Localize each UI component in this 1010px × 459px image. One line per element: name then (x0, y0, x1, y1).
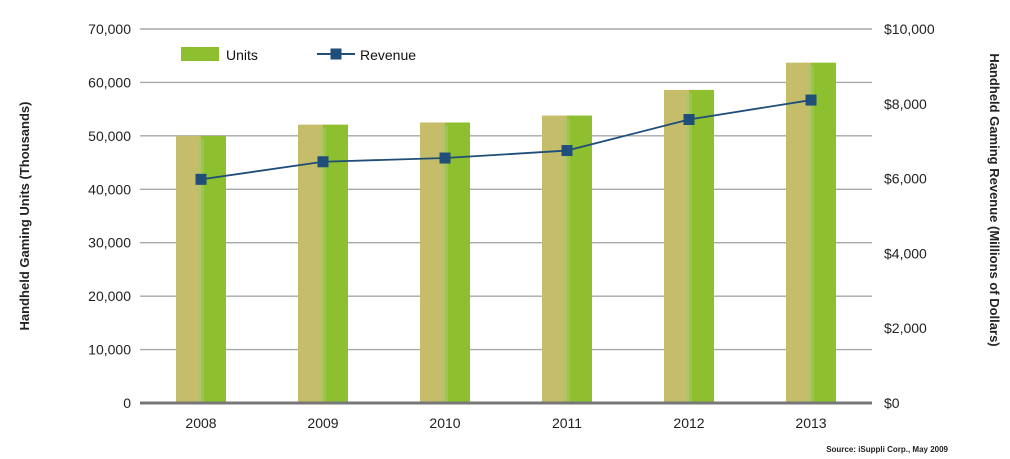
y-left-tick-label: 20,000 (88, 288, 131, 304)
units-bar-left-face (786, 62, 811, 403)
units-bar-left-face (664, 89, 689, 403)
y-right-tick-label: $10,000 (884, 21, 935, 37)
x-tick-label: 2009 (307, 415, 338, 431)
y-left-tick-label: 40,000 (88, 181, 131, 197)
revenue-point (683, 114, 695, 126)
y-axis-left-title: Handheld Gaming Units (Thousands) (17, 102, 32, 331)
x-tick-label: 2011 (552, 415, 582, 431)
units-bar (664, 89, 714, 403)
y-right-tick-label: $4,000 (884, 245, 927, 261)
units-bar-highlight (686, 92, 692, 403)
x-tick-label: 2010 (429, 415, 460, 431)
revenue-point (561, 145, 573, 157)
units-bar-right-face (567, 115, 592, 403)
revenue-line-group (195, 94, 817, 185)
units-bar (420, 122, 470, 403)
y-left-tick-label: 0 (123, 395, 131, 411)
y-left-tick-label: 30,000 (88, 235, 131, 251)
units-bar-left-face (298, 124, 323, 403)
y-left-tick-label: 60,000 (88, 74, 131, 90)
legend-units-swatch (181, 47, 219, 61)
x-tick-label: 2012 (673, 415, 704, 431)
y-right-tick-label: $0 (884, 395, 900, 411)
units-bars (176, 62, 836, 403)
right-axis-ticks: $0 $2,000 $4,000 $6,000 $8,000 $10,000 (884, 21, 935, 411)
left-axis-ticks: 0 10,000 20,000 30,000 40,000 50,000 60,000 70,… (88, 21, 131, 411)
y-right-tick-label: $2,000 (884, 320, 927, 336)
units-bar-highlight (564, 118, 570, 403)
y-left-tick-label: 50,000 (88, 128, 131, 144)
y-left-tick-label: 70,000 (88, 21, 131, 37)
units-bar-right-face (445, 122, 470, 403)
x-tick-label: 2013 (795, 415, 826, 431)
units-bar-left-face (420, 122, 445, 403)
revenue-point (805, 94, 817, 106)
units-bar-highlight (442, 125, 448, 403)
x-axis-ticks: 2008 2009 2010 2011 2012 2013 (185, 415, 826, 431)
units-bar-left-face (542, 115, 567, 403)
revenue-point (439, 152, 451, 164)
units-bar-highlight (320, 127, 326, 403)
source-note: Source: iSuppli Corp., May 2009 (826, 445, 948, 454)
legend: Units Revenue (181, 47, 416, 63)
revenue-point (195, 173, 207, 185)
revenue-line (200, 99, 812, 181)
units-bar-right-face (811, 62, 836, 403)
gridlines (140, 28, 872, 351)
units-bar (786, 62, 836, 403)
legend-revenue-marker (330, 48, 342, 60)
legend-units-label: Units (226, 47, 258, 63)
units-bar-right-face (689, 89, 714, 403)
units-bar-highlight (808, 65, 814, 403)
units-bar (542, 115, 592, 403)
units-bar (298, 124, 348, 403)
revenue-point (317, 156, 329, 168)
legend-revenue-label: Revenue (360, 47, 416, 63)
y-axis-right-title: Handheld Gaming Revenue (Millions of Dol… (987, 53, 1002, 346)
x-tick-label: 2008 (185, 415, 216, 431)
units-bar-highlight (198, 138, 204, 403)
y-right-tick-label: $6,000 (884, 171, 927, 187)
units-bar-right-face (323, 124, 348, 403)
y-left-tick-label: 10,000 (88, 342, 131, 358)
y-right-tick-label: $8,000 (884, 96, 927, 112)
